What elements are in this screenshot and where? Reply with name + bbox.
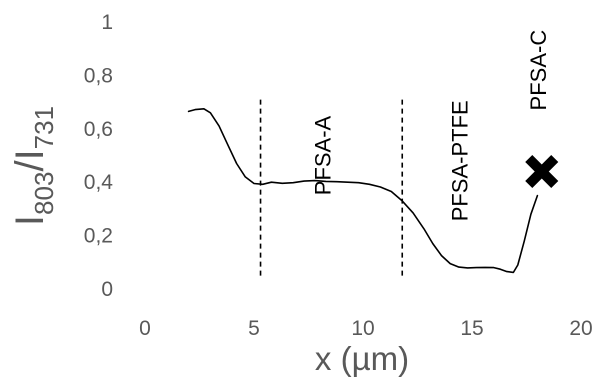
x-axis-ticks: 0 5 10 15 20 bbox=[139, 317, 593, 340]
markers bbox=[525, 154, 559, 189]
cross-marker bbox=[525, 154, 559, 189]
y-tick-label: 1 bbox=[101, 11, 113, 34]
region-label: PFSA-C bbox=[526, 30, 551, 111]
x-tick-label: 5 bbox=[248, 317, 260, 340]
region-label: PFSA-A bbox=[310, 115, 335, 195]
y-tick-label: 0,4 bbox=[84, 171, 114, 194]
y-tick-label: 0 bbox=[101, 278, 113, 301]
x-tick-label: 0 bbox=[139, 317, 151, 340]
region-label: PFSA-PTFE bbox=[448, 100, 473, 221]
region-boundaries bbox=[259, 96, 404, 276]
x-axis-title: x (µm) bbox=[315, 340, 409, 377]
x-tick-label: 10 bbox=[351, 317, 374, 340]
data-series-line bbox=[187, 108, 539, 274]
y-axis-title: I803/I731 bbox=[8, 106, 59, 226]
y-tick-label: 0,6 bbox=[84, 118, 113, 141]
y-axis-ticks: 0 0,2 0,4 0,6 0,8 1 bbox=[84, 11, 114, 301]
region-labels: PFSA-A PFSA-PTFE PFSA-C bbox=[310, 30, 551, 222]
y-tick-label: 0,2 bbox=[84, 225, 113, 248]
y-tick-label: 0,8 bbox=[84, 64, 113, 87]
x-tick-label: 20 bbox=[569, 317, 592, 340]
x-tick-label: 15 bbox=[460, 317, 483, 340]
